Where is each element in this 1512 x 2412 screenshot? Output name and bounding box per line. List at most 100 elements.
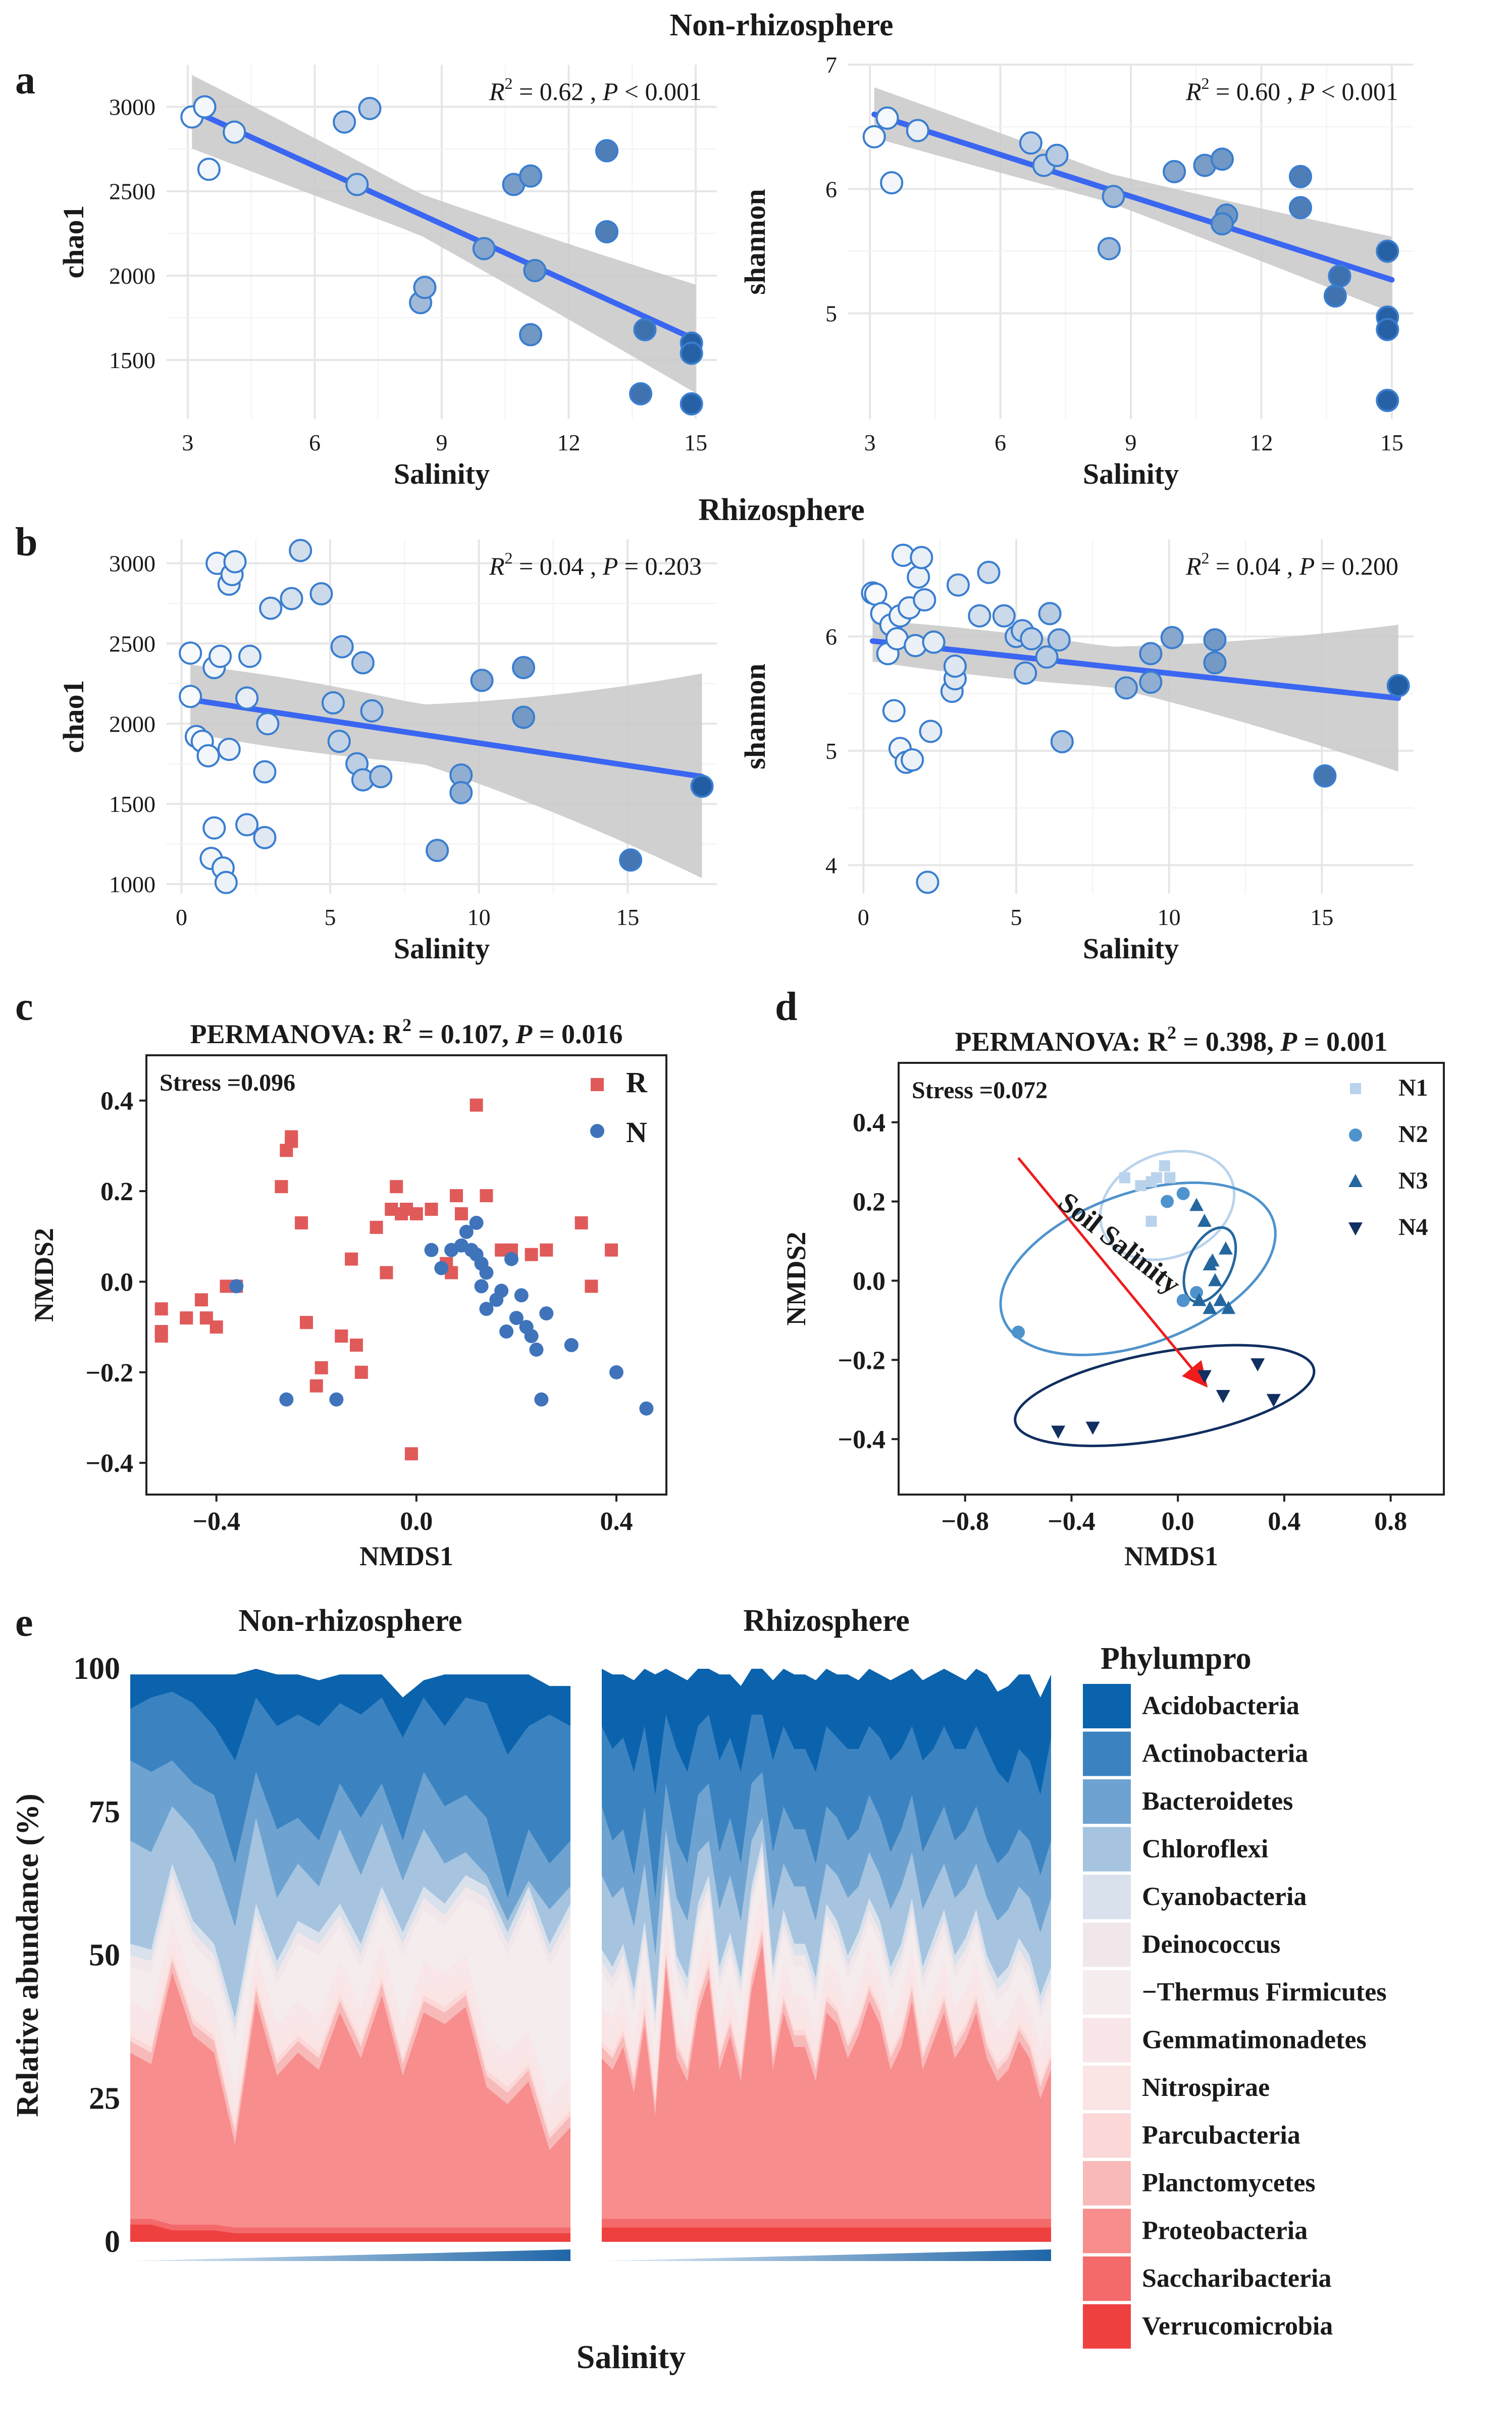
data-point xyxy=(321,691,345,714)
point-R xyxy=(299,1316,313,1329)
data-point xyxy=(690,775,714,798)
legend-label-7: Gemmatimonadetes xyxy=(1142,2026,1367,2055)
y-tick-label: 0.0 xyxy=(100,1268,133,1297)
data-point xyxy=(619,848,643,872)
legend-marker-N1 xyxy=(1350,1083,1361,1094)
data-point xyxy=(595,139,618,163)
data-point xyxy=(259,596,283,620)
point-N xyxy=(524,1329,539,1344)
regression-line xyxy=(871,112,1395,283)
annotation-r-sup: 2 xyxy=(1202,549,1210,567)
area-proteobacteria xyxy=(130,1972,570,2242)
point-R xyxy=(380,1266,393,1279)
point-R xyxy=(180,1311,193,1325)
legend-label-N1: N1 xyxy=(1398,1074,1428,1101)
data-point xyxy=(256,712,280,736)
data-point xyxy=(633,318,657,341)
y-tick-label: 5 xyxy=(825,738,837,764)
point-R xyxy=(454,1207,468,1220)
x-tick-label: 5 xyxy=(1010,904,1022,930)
point-R xyxy=(210,1320,223,1334)
confidence-band xyxy=(192,75,696,393)
point-R xyxy=(605,1243,618,1257)
point-R xyxy=(194,1293,208,1307)
y-axis-title: chao1 xyxy=(57,680,90,753)
data-point xyxy=(197,158,221,181)
panel-b-chao1: 0 5 10 15 1000 1500 2000 2500 3000 R2 = 0.04 , P … xyxy=(57,539,717,965)
annotation-r-symbol: R xyxy=(1185,552,1202,580)
data-point xyxy=(196,744,220,767)
x-axis-title: NMDS1 xyxy=(1124,1541,1218,1571)
point-N xyxy=(469,1215,484,1230)
point-R xyxy=(404,1447,418,1461)
salinity-gradient-wedge xyxy=(130,2249,570,2261)
y-tick-label: 75 xyxy=(89,1795,120,1829)
x-tick-label: 0 xyxy=(858,904,869,930)
data-point xyxy=(202,816,226,840)
legend-label-R: R xyxy=(626,1066,648,1099)
point-N3 xyxy=(1219,1241,1233,1255)
x-tick-label: 0.8 xyxy=(1374,1507,1407,1536)
x-tick-label: −0.4 xyxy=(1048,1507,1096,1536)
y-axis-title: shannon xyxy=(739,663,771,769)
data-point xyxy=(358,96,382,120)
legend-label-9: Parcubacteria xyxy=(1142,2121,1300,2150)
data-point xyxy=(875,106,899,130)
point-R xyxy=(540,1243,553,1257)
data-point xyxy=(1097,237,1121,261)
data-point xyxy=(1114,676,1138,700)
data-point xyxy=(238,644,262,668)
legend-swatch-5 xyxy=(1083,1922,1131,1967)
point-N xyxy=(279,1392,294,1407)
data-point xyxy=(1203,651,1227,675)
data-point xyxy=(1386,674,1410,697)
legend-label-5: Deinococcus xyxy=(1142,1930,1280,1959)
x-tick-label: 15 xyxy=(616,904,639,930)
data-point xyxy=(1045,143,1069,167)
ellipse-N1 xyxy=(1099,1150,1236,1261)
x-tick-label: 15 xyxy=(684,430,707,455)
title-p: P xyxy=(515,1019,533,1049)
y-tick-label: 6 xyxy=(825,624,837,649)
annotation-r-symbol: R xyxy=(489,77,505,106)
point-N2 xyxy=(1161,1195,1174,1208)
data-point xyxy=(179,641,202,665)
panel-e-title-0: Non-rhizosphere xyxy=(238,1604,462,1638)
y-tick-label: 1500 xyxy=(109,791,155,817)
point-N4 xyxy=(1051,1425,1066,1439)
x-tick-label: 9 xyxy=(436,430,448,455)
data-point xyxy=(345,173,369,196)
panel-label-c: c xyxy=(15,985,33,1029)
point-R xyxy=(285,1130,298,1144)
title-sup: 2 xyxy=(402,1015,411,1035)
data-point xyxy=(1047,628,1071,652)
data-point xyxy=(913,588,936,612)
data-point xyxy=(1050,730,1074,753)
x-tick-label: 10 xyxy=(1158,904,1181,930)
annotation-p-value: = 0.203 xyxy=(618,552,702,580)
y-tick-label: 0 xyxy=(105,2225,120,2259)
y-tick-label: 0.2 xyxy=(100,1177,133,1206)
legend-label-2: Bacteroidetes xyxy=(1142,1787,1293,1816)
y-tick-label: 2500 xyxy=(109,179,155,204)
data-point xyxy=(333,110,356,134)
legend-label-8: Nitrospirae xyxy=(1142,2073,1270,2102)
data-point xyxy=(864,582,888,606)
legend-marker-R xyxy=(591,1078,604,1091)
point-N4 xyxy=(1266,1394,1281,1407)
title-mid: = 0.398, xyxy=(1176,1027,1280,1057)
confidence-band xyxy=(872,620,1398,772)
data-point xyxy=(253,826,277,849)
annotation-p-value: = 0.200 xyxy=(1315,552,1398,580)
data-point xyxy=(1160,626,1184,649)
y-tick-label: 2000 xyxy=(109,263,155,289)
data-point xyxy=(1328,264,1351,288)
legend-swatch-13 xyxy=(1083,2304,1131,2349)
ellipse-N3 xyxy=(1182,1226,1237,1304)
point-N xyxy=(499,1324,514,1339)
legend-label-N: N xyxy=(626,1116,647,1149)
legend-label-10: Planctomycetes xyxy=(1142,2169,1316,2197)
data-point xyxy=(223,550,247,574)
title-p: P xyxy=(1280,1027,1297,1057)
